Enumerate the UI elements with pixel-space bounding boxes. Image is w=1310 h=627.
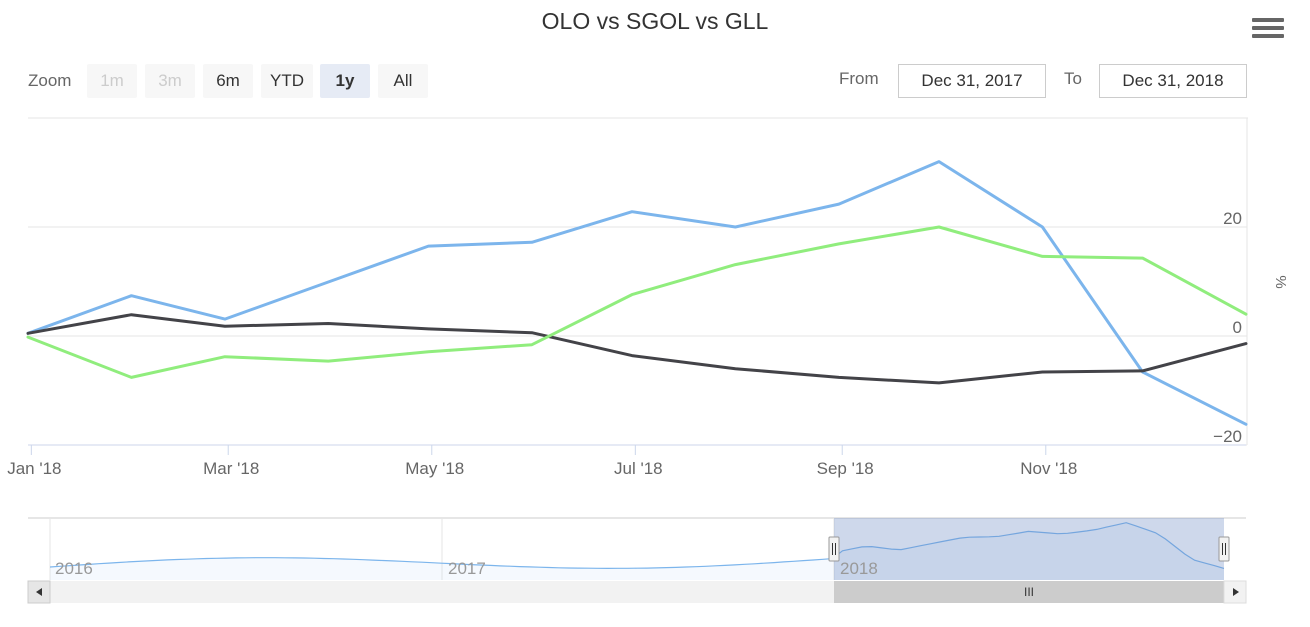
arrow-right-icon — [1233, 588, 1239, 596]
x-axis: Jan '18 Mar '18 May '18 Jul '18 Sep '18 Nov '… — [7, 444, 1246, 478]
scroll-right-button[interactable] — [1223, 580, 1247, 604]
zoom-6m-button[interactable]: 6m — [203, 64, 253, 98]
scrollbar-grip-icon: III — [1024, 585, 1034, 599]
navigator-year-label: 2017 — [448, 559, 486, 578]
navigator-year-label: 2018 — [840, 559, 878, 578]
scrollbar-thumb[interactable] — [834, 581, 1224, 603]
navigator-left-handle[interactable] — [828, 536, 840, 562]
zoom-3m-button[interactable]: 3m — [145, 64, 195, 98]
y-tick-label: 0 — [1233, 318, 1242, 337]
x-tick-label: Nov '18 — [1020, 459, 1077, 478]
y-axis: −20 0 20% — [1213, 209, 1289, 446]
zoom-label: Zoom — [28, 71, 72, 90]
series-line-1[interactable] — [26, 313, 1248, 385]
x-tick-label: Jul '18 — [614, 459, 663, 478]
x-tick-label: Mar '18 — [203, 459, 259, 478]
to-label: To — [1064, 69, 1082, 88]
hamburger-menu-icon[interactable] — [1252, 18, 1284, 44]
y-tick-label: −20 — [1213, 427, 1242, 446]
from-date-input[interactable]: Dec 31, 2017 — [898, 64, 1046, 98]
x-tick-label: May '18 — [405, 459, 464, 478]
series-line-0[interactable] — [26, 160, 1248, 426]
to-date-input[interactable]: Dec 31, 2018 — [1099, 64, 1247, 98]
y-tick-label: 20 — [1223, 209, 1242, 228]
plot-grid — [28, 117, 1248, 446]
navigator-series-line — [49, 522, 1225, 570]
navigator-year-label: 2016 — [55, 559, 93, 578]
navigator-selected-range[interactable] — [834, 518, 1224, 580]
scroll-left-button[interactable] — [27, 580, 51, 604]
zoom-all-button[interactable]: All — [378, 64, 428, 98]
x-tick-label: Jan '18 — [7, 459, 61, 478]
zoom-ytd-button[interactable]: YTD — [261, 64, 313, 98]
zoom-1m-button[interactable]: 1m — [87, 64, 137, 98]
y-axis-title: % — [1272, 275, 1289, 288]
chart-title: OLO vs SGOL vs GLL — [541, 8, 769, 34]
from-label: From — [839, 69, 879, 88]
arrow-left-icon — [36, 588, 42, 596]
navigator[interactable]: 2016 2017 2018 III — [27, 517, 1247, 604]
x-tick-label: Sep '18 — [817, 459, 874, 478]
navigator-right-handle[interactable] — [1218, 536, 1230, 562]
zoom-1y-button[interactable]: 1y — [320, 64, 370, 98]
navigator-area — [50, 522, 1224, 580]
plot-series — [26, 160, 1248, 426]
series-line-2[interactable] — [26, 225, 1248, 379]
